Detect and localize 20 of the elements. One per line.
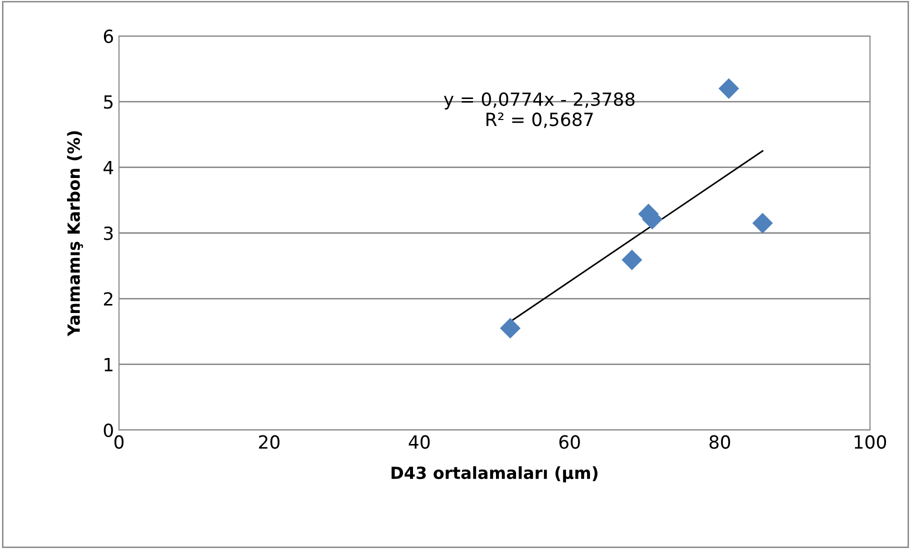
y-tick-label: 5: [104, 95, 113, 109]
y-tick-label: 2: [104, 292, 112, 306]
x-axis-title: D43 ortalamaları (µm): [392, 466, 598, 482]
y-tick-label: 3: [104, 226, 113, 240]
x-tick-label: 0: [114, 435, 124, 449]
x-tick-label: 40: [408, 435, 430, 449]
annotation: y = 0,0774x - 2,3788 R² = 0,5687: [444, 92, 634, 128]
y-tick-label: 0: [104, 423, 113, 438]
point: [752, 212, 773, 234]
point: [500, 318, 521, 339]
y-tick-label: 4: [104, 161, 114, 174]
y-axis-title: Yanmamış Karbon (%): [67, 131, 84, 336]
x-tick-label: 20: [259, 435, 280, 449]
x-tick-label: 80: [710, 435, 730, 449]
y-tick-label: 6: [104, 29, 113, 44]
x-tick-label: 100: [854, 435, 886, 449]
y-tick-label: 1: [104, 358, 112, 372]
point: [718, 78, 740, 99]
x-tick-label: 60: [559, 435, 580, 449]
point: [622, 250, 642, 270]
